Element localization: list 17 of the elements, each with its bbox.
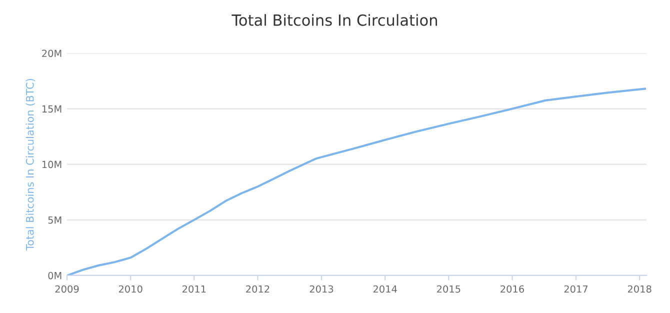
y-tick-label: 20M (42, 50, 62, 58)
x-tick-label: 2012 (246, 285, 270, 293)
x-tick-label: 2018 (628, 285, 652, 293)
x-tick-label: 2017 (564, 285, 588, 293)
y-tick-label: 5M (48, 216, 62, 224)
x-tick-label: 2013 (310, 285, 334, 293)
x-tick-label: 2011 (182, 285, 206, 293)
y-tick-label: 15M (42, 105, 62, 113)
y-axis-title: Total Bitcoins In Circulation (BTC) (26, 78, 36, 251)
y-tick-label: 0M (48, 272, 62, 280)
x-tick-label: 2009 (55, 285, 79, 293)
y-tick-label: 10M (42, 160, 62, 168)
chart-title: Total Bitcoins In Circulation (232, 14, 437, 26)
x-tick-label: 2016 (500, 285, 524, 293)
x-tick-label: 2010 (118, 285, 142, 293)
x-tick-label: 2015 (437, 285, 460, 293)
x-tick-label: 2014 (373, 285, 397, 293)
